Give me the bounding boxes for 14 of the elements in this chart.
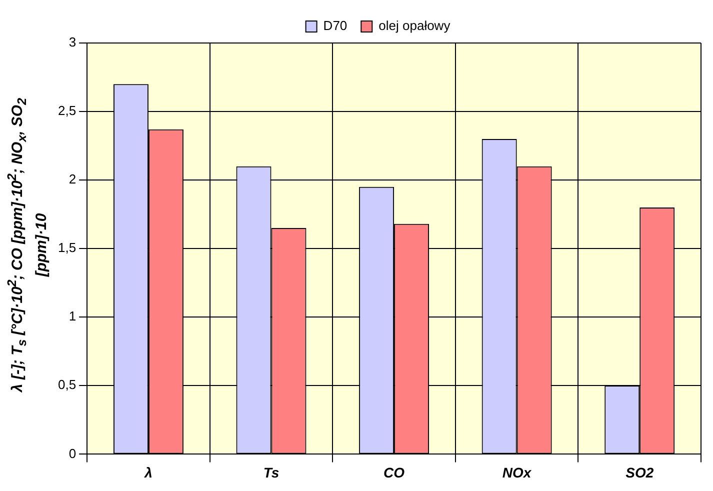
y-tick-label: 2 — [68, 172, 76, 187]
legend-label: D70 — [323, 18, 348, 34]
y-tick-label: 1 — [68, 308, 76, 324]
x-tick-label: λ — [144, 464, 152, 480]
y-tick-label: 0,5 — [58, 377, 76, 392]
x-tick-label: Ts — [263, 464, 280, 480]
y-tick-label: 0 — [68, 446, 76, 461]
legend-label: olej opałowy — [378, 18, 451, 34]
x-tick-label: SO2 — [626, 464, 654, 480]
y-tick-label: 1,5 — [58, 240, 76, 256]
y-tick-label: 2,5 — [58, 103, 76, 118]
y-tick-label: 3 — [68, 34, 76, 50]
x-tick-label: NOx — [502, 464, 532, 480]
x-tick-label: CO — [384, 464, 405, 480]
